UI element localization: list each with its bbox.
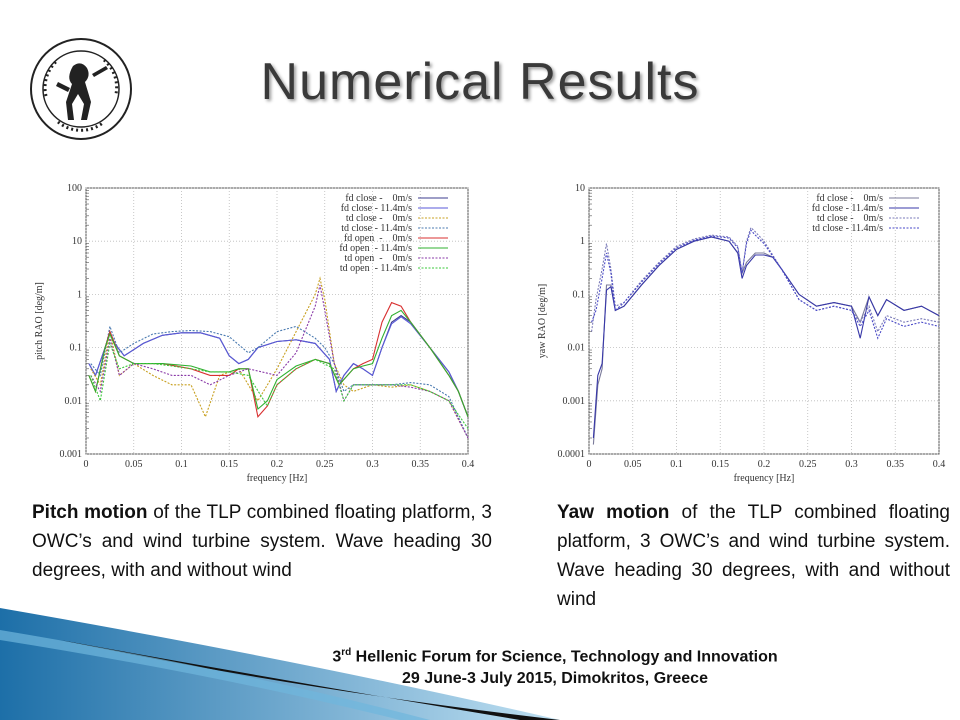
x-tick-label: 0.05: [624, 459, 642, 470]
legend-label: td close - 0m/s: [817, 213, 883, 224]
x-tick-label: 0.05: [125, 459, 143, 470]
x-tick-label: 0.15: [221, 459, 239, 470]
footer-forum-name: Hellenic Forum for Science, Technology a…: [351, 648, 778, 666]
series-line-1: [592, 236, 940, 439]
x-tick-label: 0.1: [175, 459, 188, 470]
yaw-rao-chart: 0 0.05 0.1 0.15 0.2 0.25 0.3 0.35 0.4 0.0001 0.001…: [515, 176, 955, 486]
series-line-1: [88, 316, 469, 417]
x-tick-label: 0.25: [799, 459, 817, 470]
university-seal-logo: [30, 38, 132, 140]
x-tick-label: 0.35: [887, 459, 905, 470]
legend-label: td close - 11.4m/s: [341, 223, 412, 234]
y-axis-label: yaw RAO [deg/m]: [537, 284, 548, 358]
x-axis-label: frequency [Hz]: [247, 473, 308, 484]
legend-label: fd open - 11.4m/s: [339, 243, 412, 254]
y-axis-label: pitch RAO [deg/m]: [34, 282, 45, 360]
footer-ordinal: 3: [332, 648, 342, 666]
footer-ordinal-suffix: rd: [341, 647, 352, 658]
x-tick-label: 0.2: [758, 459, 771, 470]
decorative-swoosh: [0, 608, 560, 720]
yaw-rao-plot: 0 0.05 0.1 0.15 0.2 0.25 0.3 0.35 0.4 0.0001 0.001…: [537, 183, 946, 484]
series-line-5: [88, 309, 469, 417]
y-tick-label: 1: [77, 289, 82, 300]
pitch-caption-bold: Pitch motion: [32, 502, 148, 523]
pitch-rao-plot: 0 0.05 0.1 0.15 0.2 0.25 0.3 0.35 0.4 0.001 0.01 0.…: [34, 183, 475, 484]
legend-label: fd close - 11.4m/s: [812, 203, 883, 214]
legend-label: td close - 11.4m/s: [812, 223, 883, 234]
series-line-3: [90, 324, 469, 439]
y-tick-label: 10: [575, 183, 585, 194]
legend-label: fd close - 11.4m/s: [341, 203, 412, 214]
y-tick-label: 0.1: [573, 289, 586, 300]
series-line-2: [90, 276, 469, 439]
pitch-rao-chart: 0 0.05 0.1 0.15 0.2 0.25 0.3 0.35 0.4 0.001 0.01 0.…: [22, 176, 482, 486]
x-tick-label: 0.1: [670, 459, 683, 470]
legend-label: td open - 11.4m/s: [340, 263, 412, 274]
x-tick-label: 0.35: [412, 459, 430, 470]
x-tick-label: 0.4: [933, 459, 946, 470]
series-line-3: [591, 229, 940, 340]
y-tick-label: 0.01: [568, 343, 586, 354]
pitch-caption: Pitch motion of the TLP combined floatin…: [32, 498, 492, 585]
legend-label: fd open - 0m/s: [344, 233, 412, 244]
yaw-caption: Yaw motion of the TLP combined floating …: [557, 498, 950, 614]
x-tick-label: 0.25: [316, 459, 334, 470]
y-tick-label: 0.01: [65, 396, 83, 407]
y-tick-label: 100: [67, 183, 82, 194]
pitch-caption-text: of the TLP combined floating platform, 3…: [32, 502, 492, 581]
y-tick-label: 0.001: [60, 449, 83, 460]
series-line-2: [591, 226, 940, 333]
footer-line-1: 3rd Hellenic Forum for Science, Technolo…: [150, 647, 960, 666]
x-tick-label: 0.3: [845, 459, 858, 470]
yaw-caption-text: of the TLP combined floating platform, 3…: [557, 502, 950, 610]
x-axis-label: frequency [Hz]: [734, 473, 795, 484]
yaw-caption-bold: Yaw motion: [557, 502, 670, 523]
x-tick-label: 0.3: [366, 459, 379, 470]
y-tick-label: 0.1: [70, 343, 83, 354]
legend-label: fd close - 0m/s: [816, 193, 883, 204]
y-tick-label: 0.0001: [558, 449, 586, 460]
x-tick-label: 0: [587, 459, 592, 470]
y-tick-label: 10: [72, 236, 82, 247]
x-tick-label: 0: [84, 459, 89, 470]
y-tick-label: 0.001: [563, 396, 586, 407]
legend-label: td close - 0m/s: [346, 213, 412, 224]
x-tick-label: 0.4: [462, 459, 475, 470]
x-tick-label: 0.15: [712, 459, 730, 470]
legend-label: td open - 0m/s: [345, 253, 413, 264]
series-line-7: [90, 341, 469, 429]
x-tick-label: 0.2: [271, 459, 284, 470]
slide-title: Numerical Results: [260, 53, 700, 111]
y-tick-label: 1: [580, 236, 585, 247]
legend-label: fd close - 0m/s: [345, 193, 412, 204]
footer-line-2: 29 June-3 July 2015, Dimokritos, Greece: [402, 670, 708, 687]
